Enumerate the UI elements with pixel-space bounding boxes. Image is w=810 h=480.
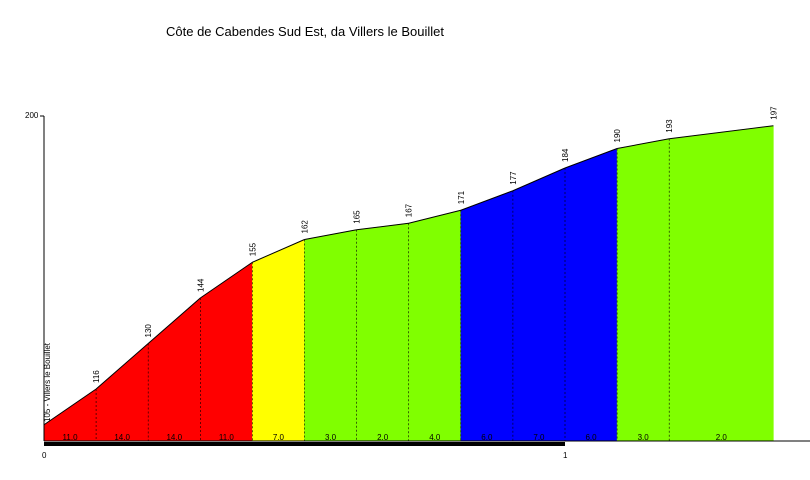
- distance-scale-bar: [44, 442, 565, 446]
- profile-line: [617, 138, 670, 149]
- profile-line: [200, 261, 253, 299]
- grade-label: 2.0: [377, 433, 389, 442]
- profile-line: [669, 125, 774, 140]
- grade-label: 4.0: [429, 433, 441, 442]
- profile-line: [304, 229, 357, 240]
- elevation-label: 116: [92, 370, 101, 383]
- grade-labels: 11.0 14.0 14.0 11.0 7.0 3.0 2.0 4.0 6.0 7.0 6.0 3.0…: [63, 433, 728, 442]
- profile-line: [95, 343, 149, 390]
- elevation-label: 130: [144, 324, 153, 338]
- profile-line: [408, 209, 461, 224]
- elevation-label: 165: [353, 210, 362, 224]
- elevation-label: 162: [301, 220, 310, 234]
- profile-line: [564, 148, 618, 169]
- x-tick-label-0: 0: [42, 451, 47, 460]
- elevation-label: 177: [509, 171, 518, 185]
- profile-line: [252, 239, 305, 263]
- start-label: 105 - Villers le Bouillet: [43, 342, 52, 422]
- grade-label: 3.0: [638, 433, 650, 442]
- grade-segment: [564, 148, 618, 442]
- elevation-label: 167: [405, 203, 414, 217]
- elevation-label: 155: [248, 242, 257, 256]
- grade-label: 7.0: [533, 433, 545, 442]
- profile-line: [43, 388, 97, 426]
- chart-title: Côte de Cabendes Sud Est, da Villers le …: [166, 24, 444, 39]
- profile-areas: [43, 125, 774, 442]
- elevation-label: 193: [665, 119, 674, 133]
- grade-label: 14.0: [166, 433, 182, 442]
- grade-label: 3.0: [325, 433, 337, 442]
- grade-label: 2.0: [716, 433, 728, 442]
- profile-line: [356, 222, 409, 231]
- grade-label: 7.0: [273, 433, 285, 442]
- elevation-label: 190: [613, 129, 622, 143]
- grade-segment: [304, 229, 357, 442]
- grade-label: 11.0: [63, 433, 79, 442]
- grade-segment: [252, 239, 305, 442]
- elevation-label: 171: [457, 190, 466, 204]
- grade-label: 6.0: [585, 433, 597, 442]
- grade-segment: [616, 138, 670, 442]
- grade-segment: [460, 190, 514, 442]
- grade-segment: [356, 222, 409, 442]
- grade-label: 14.0: [114, 433, 130, 442]
- grade-segment: [512, 167, 566, 442]
- grade-label: 11.0: [219, 433, 235, 442]
- y-tick-label: 200: [25, 111, 39, 120]
- grade-segment: [408, 209, 462, 442]
- profile-line: [460, 190, 514, 211]
- grade-label: 6.0: [481, 433, 493, 442]
- elevation-label: 144: [196, 278, 205, 292]
- profile-line: [512, 167, 566, 192]
- x-tick-label-1: 1: [563, 451, 568, 460]
- elevation-label: 184: [561, 148, 570, 162]
- grade-segment: [95, 342, 149, 442]
- grade-segment: [147, 297, 201, 442]
- axes: 200 0 1: [25, 111, 810, 460]
- elevation-labels: 105 - Villers le Bouillet 116 130 144 155 16…: [43, 106, 778, 422]
- profile-outline: [43, 125, 774, 426]
- elevation-label: 197: [769, 106, 778, 120]
- km-dividers: [95, 138, 670, 441]
- profile-line: [147, 297, 201, 344]
- grade-segment: [200, 261, 253, 442]
- grade-segment: [668, 125, 774, 442]
